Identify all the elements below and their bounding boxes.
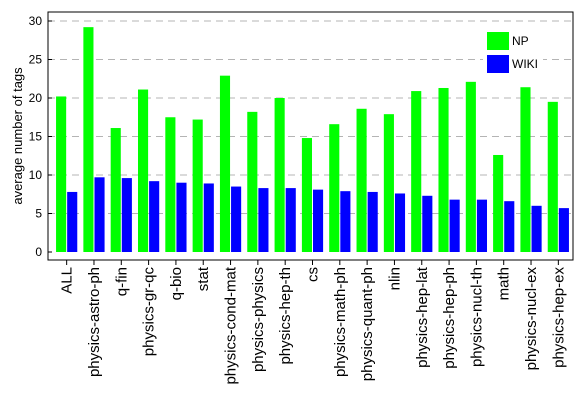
bar-np <box>465 81 476 252</box>
x-tick-label: cs <box>305 267 322 282</box>
x-tick-label: q-fin <box>113 267 130 296</box>
bar-wiki <box>121 178 132 252</box>
bar-np <box>274 98 285 252</box>
x-tick-label: physics-astro-ph <box>86 267 103 377</box>
y-tick-label: 20 <box>29 91 43 105</box>
bar-wiki <box>367 191 378 252</box>
bar-np <box>137 89 149 252</box>
bar-wiki <box>231 186 242 252</box>
y-tick-label: 25 <box>29 53 43 67</box>
bar-np <box>493 154 504 252</box>
x-tick-label: physics-hep-th <box>277 267 294 365</box>
y-axis: 0 5 10 15 20 25 30 <box>29 14 52 259</box>
x-tick-label: stat <box>195 266 212 291</box>
x-tick-label: physics-cond-mat <box>223 266 240 384</box>
x-tick-label: physics-hep-ex <box>550 267 567 368</box>
x-tick-label: physics-hep-ph <box>441 267 458 369</box>
x-tick-label: physics-nucl-ex <box>523 267 540 371</box>
legend-label-np: NP <box>512 34 529 48</box>
x-tick-label: physics-physics <box>250 267 267 372</box>
y-axis-title: average number of tags <box>10 67 25 205</box>
bar-np <box>411 91 422 252</box>
bar-wiki <box>313 189 324 252</box>
y-tick-label: 10 <box>29 168 43 182</box>
bars <box>56 27 569 253</box>
bar-wiki <box>203 183 214 252</box>
x-tick-label: nlin <box>386 267 403 290</box>
y-tick-label: 30 <box>29 14 43 28</box>
bar-wiki <box>285 188 296 252</box>
bar-np <box>547 101 558 252</box>
bar-wiki <box>94 177 105 252</box>
bar-wiki <box>558 208 569 252</box>
bar-wiki <box>504 201 515 252</box>
bar-wiki <box>67 191 78 252</box>
bar-np <box>219 75 231 252</box>
x-axis: ALL physics-astro-ph q-fin physics-gr-qc q-b… <box>59 260 567 385</box>
x-tick-label: physics-gr-qc <box>141 267 158 357</box>
x-tick-label: physics-quant-ph <box>359 267 376 381</box>
legend-swatch-np <box>487 32 509 50</box>
bar-wiki <box>258 188 269 252</box>
bar-np <box>520 87 531 252</box>
bar-np <box>438 87 449 253</box>
bar-wiki <box>449 199 460 252</box>
legend-label-wiki: WIKI <box>512 57 538 71</box>
x-tick-label: q-bio <box>168 267 185 300</box>
bar-wiki <box>176 182 187 252</box>
x-tick-label: physics-hep-lat <box>414 266 431 368</box>
bar-wiki <box>340 191 351 252</box>
x-tick-label: ALL <box>59 267 76 294</box>
bar-np <box>165 117 176 252</box>
legend: NP WIKI <box>483 28 543 76</box>
bar-np <box>356 108 367 252</box>
bar-np <box>110 128 121 252</box>
bar-wiki <box>149 181 160 252</box>
bar-np <box>329 124 340 252</box>
bar-wiki <box>394 193 406 252</box>
y-tick-label: 0 <box>35 245 42 259</box>
bar-np <box>383 114 394 252</box>
bar-wiki <box>476 199 488 252</box>
y-tick-label: 15 <box>29 130 43 144</box>
x-tick-label: physics-math-ph <box>332 267 349 377</box>
bar-np <box>247 111 258 252</box>
bar-np <box>56 96 67 253</box>
bar-np <box>192 119 203 252</box>
bar-np <box>83 27 94 252</box>
bar-np <box>301 138 312 252</box>
bar-wiki <box>531 205 542 252</box>
bar-wiki <box>422 195 433 252</box>
x-tick-label: math <box>496 267 513 300</box>
y-tick-label: 5 <box>35 207 42 221</box>
x-tick-label: physics-nucl-th <box>468 267 485 367</box>
legend-swatch-wiki <box>487 55 509 73</box>
